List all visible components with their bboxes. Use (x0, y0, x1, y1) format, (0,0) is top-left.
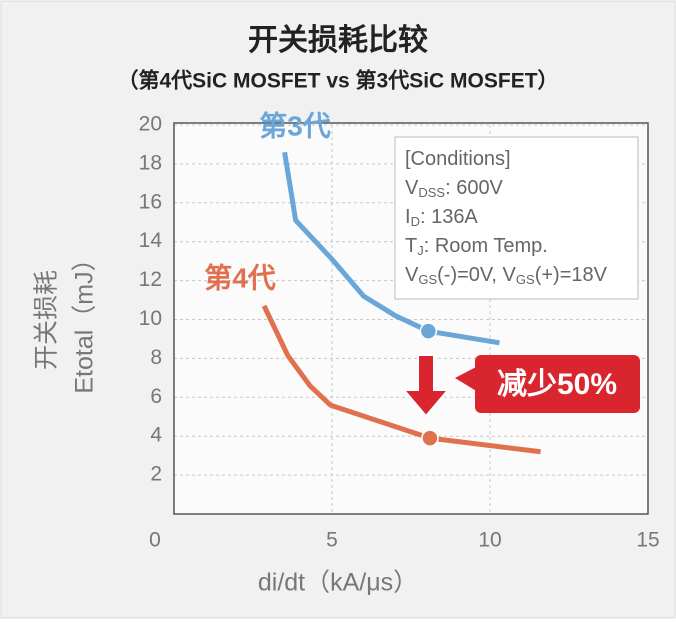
condition-line: VDSS: 600V (405, 177, 504, 200)
subscript: DSS (418, 185, 445, 200)
y-tick-label: 12 (139, 268, 162, 291)
x-tick-label: 15 (636, 529, 659, 552)
condition-text: : Room Temp. (424, 235, 548, 257)
series-label: 第4代 (204, 261, 276, 293)
y-tick-label: 10 (139, 307, 162, 330)
condition-line: TJ: Room Temp. (405, 235, 548, 258)
y-tick-label: 2 (150, 463, 162, 486)
callout-text: 减少50% (497, 368, 617, 401)
subscript: D (411, 214, 420, 229)
condition-line: ID: 136A (405, 206, 478, 229)
y-tick-label: 14 (139, 229, 163, 252)
series-line (261, 304, 541, 455)
y-tick-label: 16 (139, 190, 162, 213)
x-tick-label: 0 (149, 529, 161, 552)
condition-text: V (405, 177, 419, 199)
down-arrow (401, 354, 451, 418)
highlight-point (419, 322, 438, 340)
condition-text: I (405, 206, 411, 228)
subscript: J (417, 243, 424, 258)
y-tick-label: 4 (150, 424, 162, 447)
subscript: GS (516, 272, 535, 287)
x-tick-label: 5 (326, 529, 338, 552)
condition-line: VGS(-)=0V, VGS(+)=18V (405, 264, 608, 287)
chart-subtitle: （第4代SiC MOSFET vs 第3代SiC MOSFET） (117, 69, 558, 93)
series-label: 第3代 (259, 109, 331, 141)
plot-frame (173, 122, 649, 515)
subscript: GS (418, 272, 437, 287)
condition-text: V (405, 264, 419, 286)
y-tick-label: 18 (139, 151, 162, 174)
conditions-frame (394, 136, 639, 300)
reduction-callout: 减少50% (401, 354, 640, 418)
condition-text: (-)=0V, V (437, 264, 516, 286)
condition-text: (+)=18V (535, 264, 608, 286)
callout-pointer (455, 366, 478, 392)
condition-text: : 600V (445, 177, 503, 199)
x-axis-title: di/dt（kA/μs） (258, 569, 418, 597)
condition-text: : 136A (420, 206, 478, 228)
y-axis-title: Etotal（mJ） (71, 246, 99, 393)
chart-title: 开关损耗比较 (248, 23, 428, 57)
condition-line: [Conditions] (405, 148, 511, 170)
condition-text: T (405, 235, 417, 257)
y-tick-label: 6 (150, 385, 162, 408)
x-tick-label: 10 (478, 529, 501, 552)
callout-box (475, 355, 640, 413)
highlight-point (421, 429, 439, 447)
y-axis-title: 开关损耗 (33, 270, 61, 370)
y-tick-label: 20 (139, 113, 162, 136)
condition-text: [Conditions] (405, 148, 511, 170)
y-tick-label: 8 (150, 346, 162, 369)
